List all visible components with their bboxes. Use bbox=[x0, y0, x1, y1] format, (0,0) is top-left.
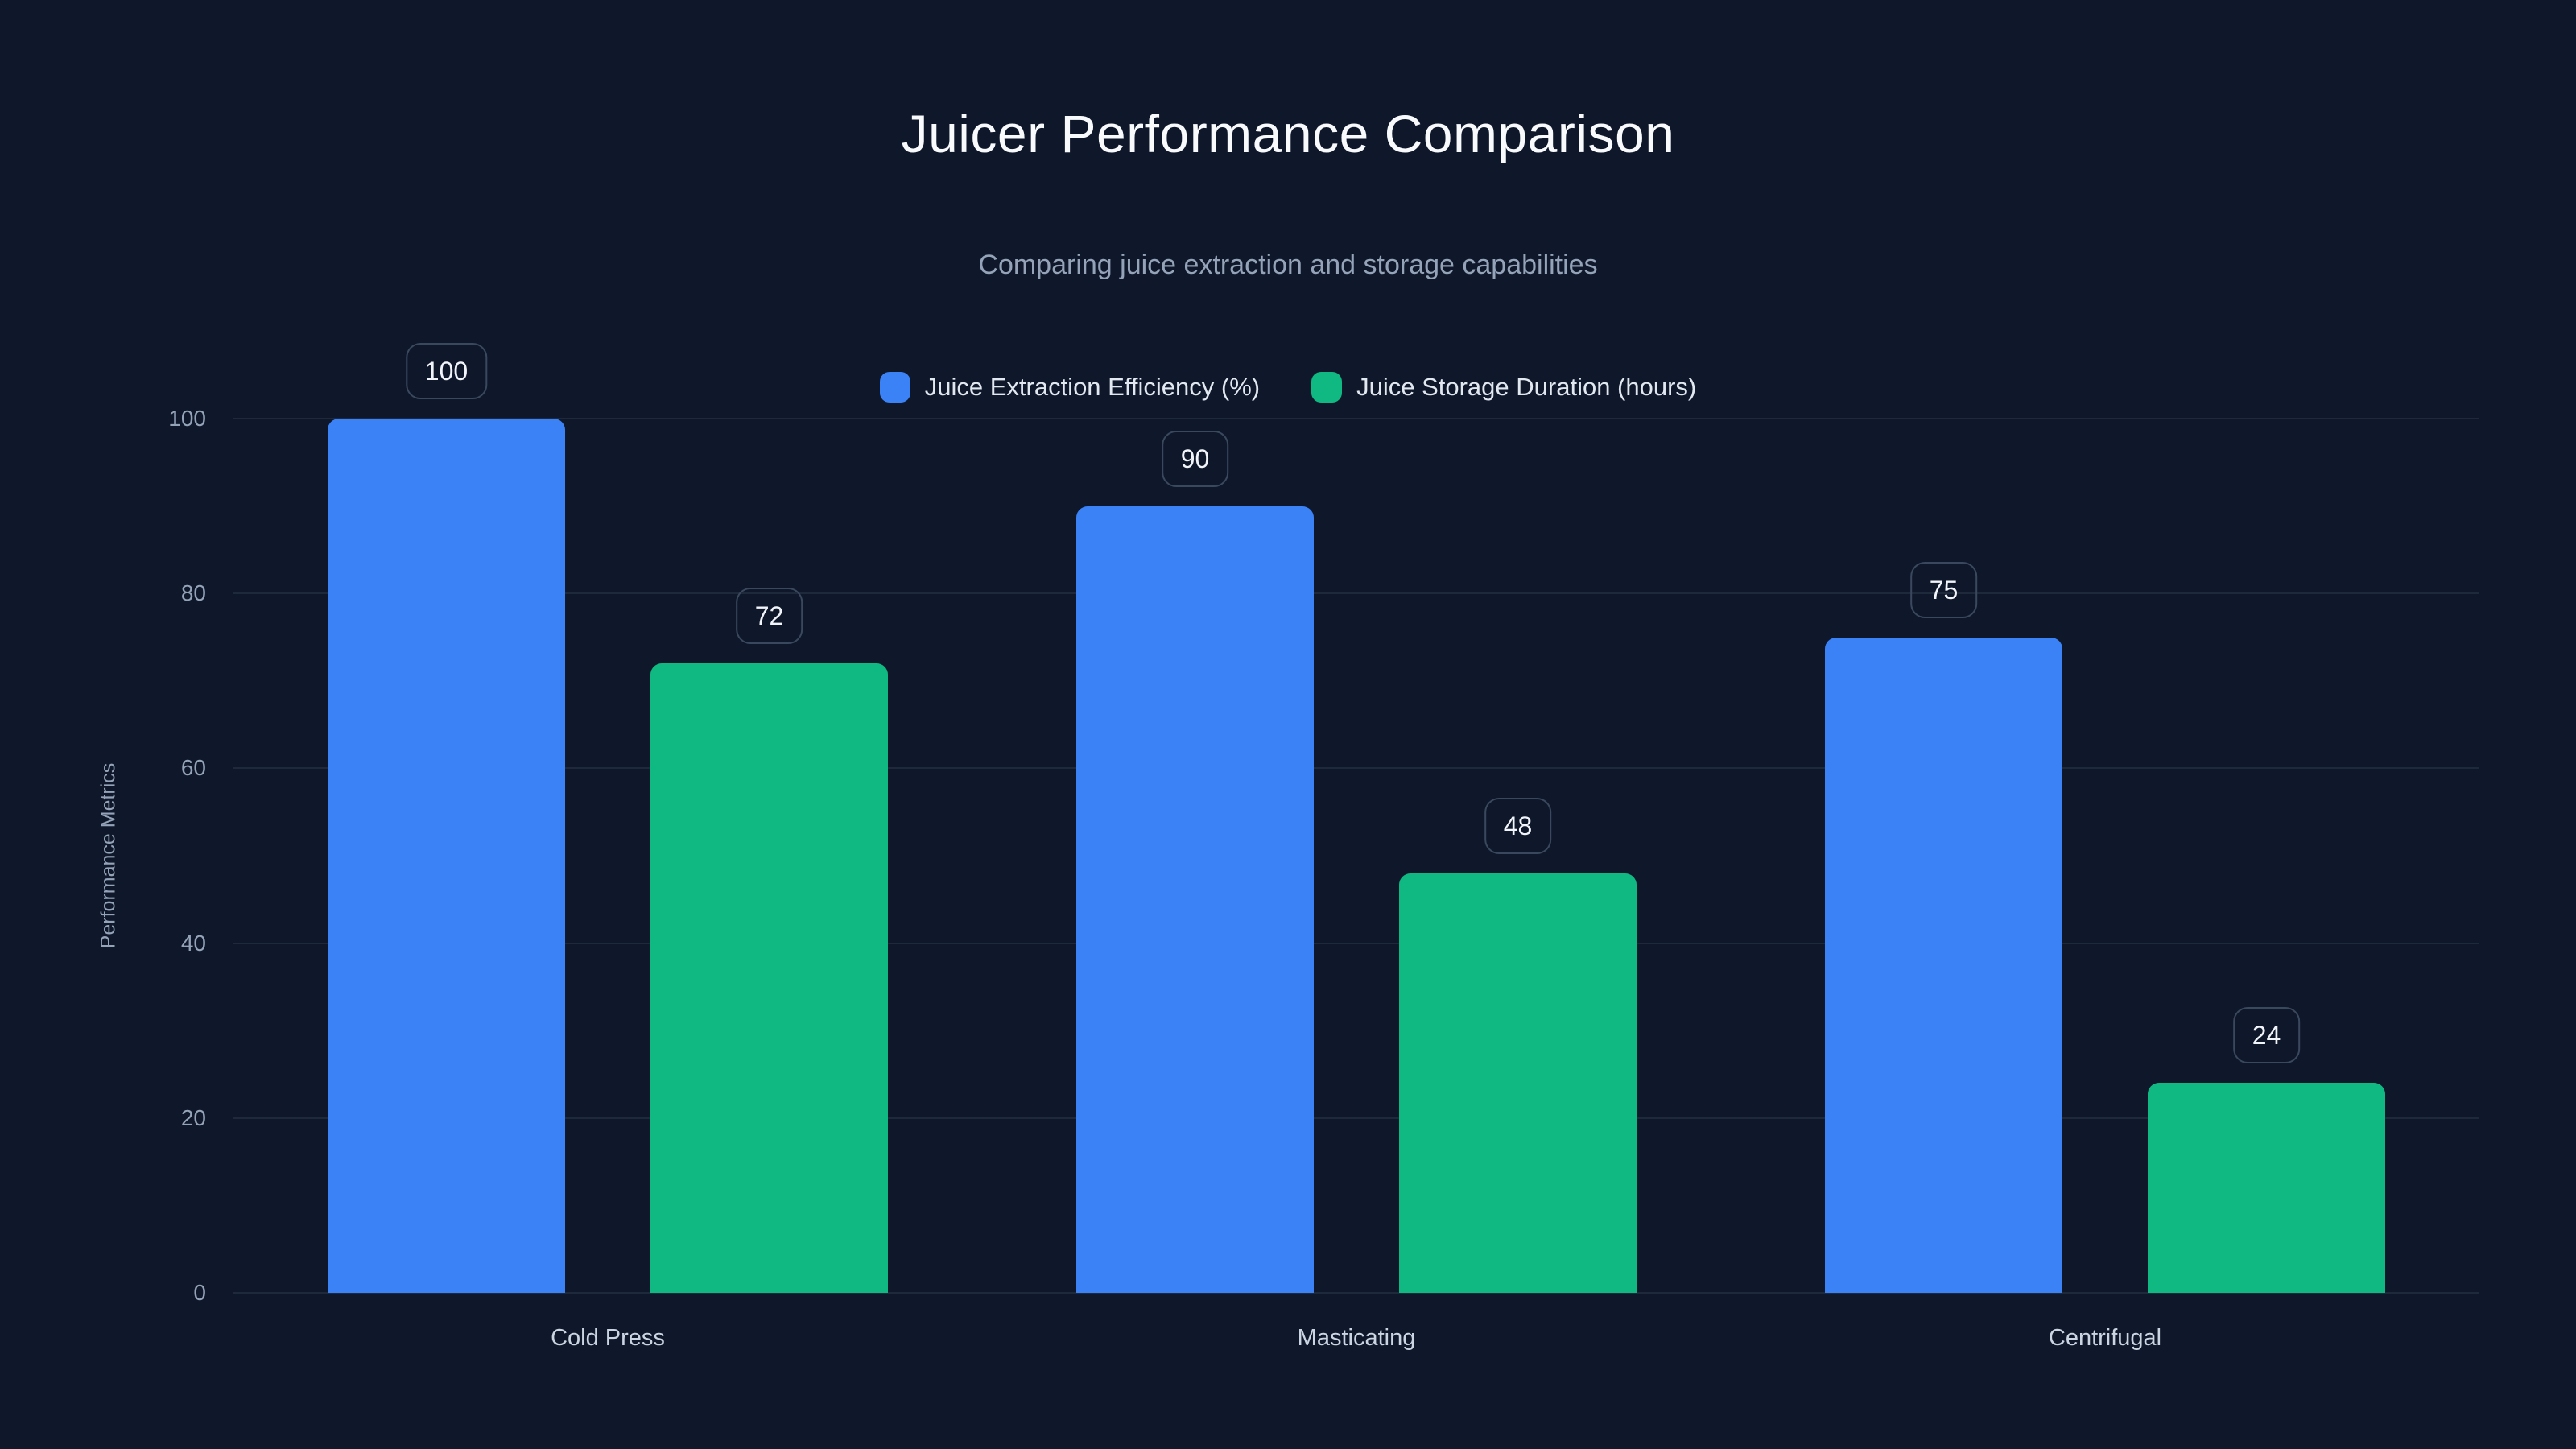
bar-masticating-series-1[interactable] bbox=[1399, 873, 1637, 1293]
gridline-y-80 bbox=[233, 592, 2479, 595]
chart-subtitle: Comparing juice extraction and storage c… bbox=[978, 250, 1598, 280]
value-label-centrifugal-series-1: 24 bbox=[2232, 1007, 2301, 1064]
x-tick-label-centrifugal: Centrifugal bbox=[2048, 1325, 2162, 1351]
y-tick-label-80: 80 bbox=[180, 580, 206, 606]
value-label-masticating-series-1: 48 bbox=[1484, 797, 1552, 854]
legend-item-1[interactable]: Juice Storage Duration (hours) bbox=[1311, 372, 1696, 402]
y-axis-label: Performance Metrics bbox=[97, 762, 120, 949]
legend-swatch-icon bbox=[1311, 372, 1343, 402]
bar-centrifugal-series-0[interactable] bbox=[1825, 637, 2062, 1293]
bar-centrifugal-series-1[interactable] bbox=[2148, 1083, 2385, 1293]
chart-title: Juicer Performance Comparison bbox=[901, 104, 1675, 163]
x-tick-label-cold-press: Cold Press bbox=[551, 1325, 665, 1351]
bar-cold-press-series-1[interactable] bbox=[650, 663, 888, 1293]
x-tick-label-masticating: Masticating bbox=[1297, 1325, 1416, 1351]
legend-label: Juice Extraction Efficiency (%) bbox=[924, 373, 1261, 401]
value-label-centrifugal-series-0: 75 bbox=[1909, 561, 1978, 618]
value-label-cold-press-series-0: 100 bbox=[405, 343, 488, 399]
legend: Juice Extraction Efficiency (%) Juice Sto… bbox=[0, 372, 2576, 402]
y-tick-label-100: 100 bbox=[168, 406, 206, 431]
value-label-cold-press-series-1: 72 bbox=[735, 588, 803, 645]
gridline-y-60 bbox=[233, 767, 2479, 770]
gridline-y-40 bbox=[233, 942, 2479, 944]
gridline-y-0 bbox=[233, 1292, 2479, 1294]
y-tick-label-60: 60 bbox=[180, 755, 206, 781]
bar-cold-press-series-0[interactable] bbox=[328, 419, 565, 1293]
y-tick-label-20: 20 bbox=[180, 1104, 206, 1130]
legend-swatch-icon bbox=[879, 372, 910, 402]
legend-item-0[interactable]: Juice Extraction Efficiency (%) bbox=[879, 372, 1261, 402]
gridline-y-100 bbox=[233, 418, 2479, 419]
y-tick-label-0: 0 bbox=[193, 1280, 206, 1305]
value-label-masticating-series-0: 90 bbox=[1161, 430, 1229, 487]
gridline-y-20 bbox=[233, 1117, 2479, 1119]
bar-masticating-series-0[interactable] bbox=[1076, 506, 1314, 1293]
legend-label: Juice Storage Duration (hours) bbox=[1356, 373, 1697, 401]
y-tick-label-40: 40 bbox=[180, 930, 206, 956]
